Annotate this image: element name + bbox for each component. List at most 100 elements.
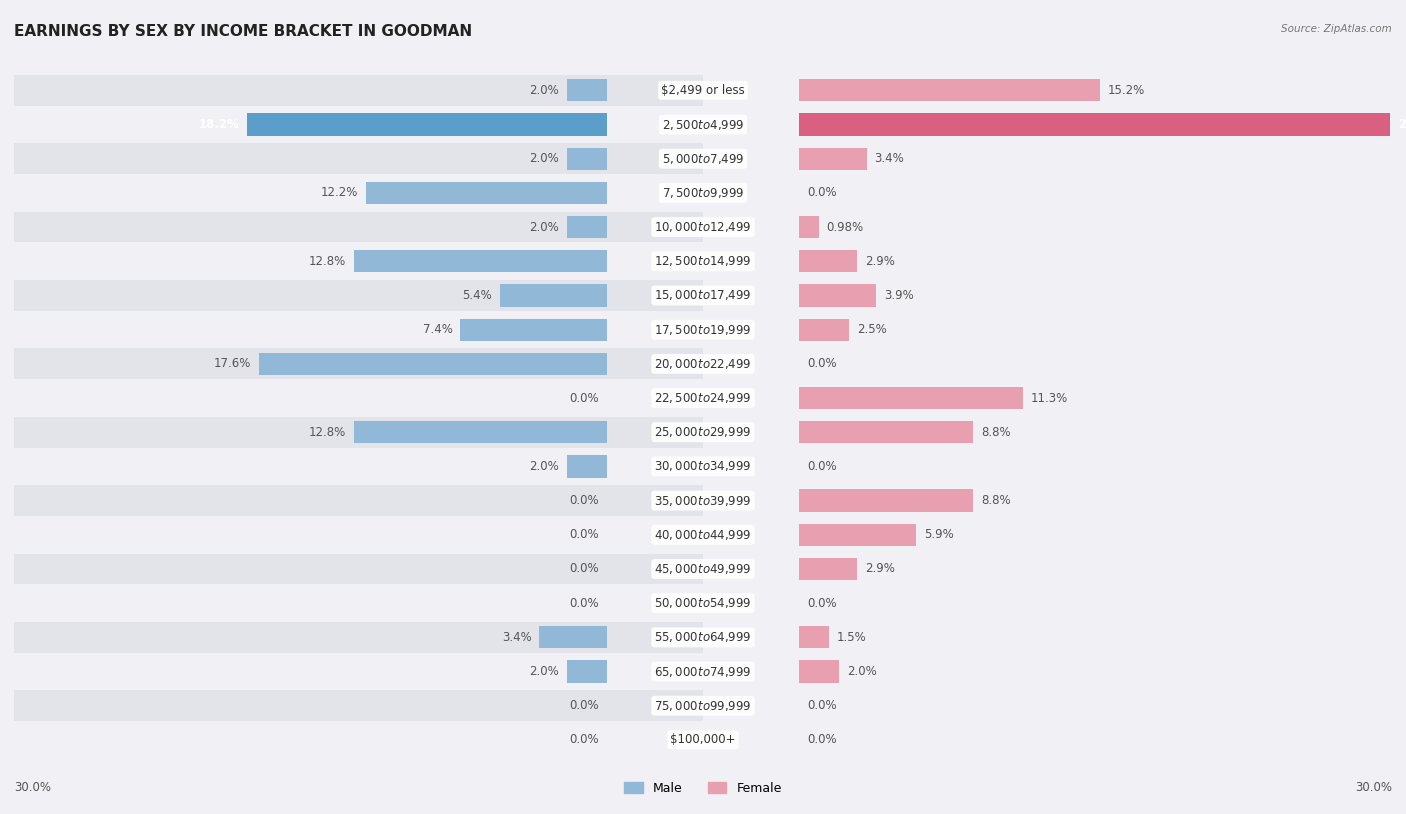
Bar: [0, 656, 606, 687]
Bar: [0, 246, 606, 277]
Text: $45,000 to $49,999: $45,000 to $49,999: [654, 562, 752, 576]
Text: $50,000 to $54,999: $50,000 to $54,999: [654, 596, 752, 610]
Text: Source: ZipAtlas.com: Source: ZipAtlas.com: [1281, 24, 1392, 34]
Bar: [0, 246, 703, 277]
Text: 29.9%: 29.9%: [1398, 118, 1406, 131]
Bar: [501, 284, 606, 307]
Bar: [540, 626, 606, 649]
Bar: [567, 79, 606, 102]
Text: 8.8%: 8.8%: [981, 426, 1011, 439]
Bar: [800, 421, 973, 444]
Text: 2.0%: 2.0%: [530, 221, 560, 234]
Bar: [0, 451, 800, 482]
Text: 0.0%: 0.0%: [807, 357, 837, 370]
Bar: [0, 690, 703, 721]
Bar: [0, 246, 800, 277]
Text: 0.0%: 0.0%: [569, 699, 599, 712]
Bar: [0, 588, 703, 619]
Bar: [247, 113, 606, 136]
Bar: [0, 314, 800, 345]
Text: 3.9%: 3.9%: [884, 289, 914, 302]
Bar: [800, 558, 856, 580]
Text: $17,500 to $19,999: $17,500 to $19,999: [654, 322, 752, 337]
Text: 1.5%: 1.5%: [837, 631, 866, 644]
Text: 0.0%: 0.0%: [807, 597, 837, 610]
Bar: [366, 182, 606, 204]
Bar: [0, 348, 606, 379]
Text: $30,000 to $34,999: $30,000 to $34,999: [654, 459, 752, 474]
Bar: [800, 216, 818, 239]
Bar: [0, 177, 606, 208]
Text: $12,500 to $14,999: $12,500 to $14,999: [654, 254, 752, 269]
Bar: [0, 588, 606, 619]
Bar: [800, 489, 973, 512]
Bar: [800, 113, 1391, 136]
Bar: [0, 109, 703, 140]
Bar: [0, 622, 800, 653]
Bar: [0, 519, 606, 550]
Bar: [0, 622, 703, 653]
Bar: [0, 554, 703, 584]
Text: $2,500 to $4,999: $2,500 to $4,999: [662, 117, 744, 132]
Bar: [0, 348, 800, 379]
Text: 0.0%: 0.0%: [569, 562, 599, 575]
Text: 0.0%: 0.0%: [569, 392, 599, 405]
Text: $55,000 to $64,999: $55,000 to $64,999: [654, 630, 752, 645]
Text: 0.0%: 0.0%: [569, 733, 599, 746]
Text: 2.0%: 2.0%: [530, 665, 560, 678]
Bar: [0, 588, 800, 619]
Bar: [0, 143, 800, 174]
Bar: [0, 75, 800, 106]
Bar: [567, 216, 606, 239]
Text: 30.0%: 30.0%: [1355, 781, 1392, 794]
Bar: [0, 280, 606, 311]
Text: $40,000 to $44,999: $40,000 to $44,999: [654, 527, 752, 542]
Text: 3.4%: 3.4%: [875, 152, 904, 165]
Bar: [0, 383, 800, 414]
Bar: [0, 451, 703, 482]
Text: 15.2%: 15.2%: [1108, 84, 1144, 97]
Bar: [0, 212, 703, 243]
Text: 2.9%: 2.9%: [865, 255, 894, 268]
Bar: [800, 250, 856, 273]
Text: 0.0%: 0.0%: [807, 733, 837, 746]
Bar: [0, 690, 800, 721]
Bar: [0, 485, 606, 516]
Text: $15,000 to $17,499: $15,000 to $17,499: [654, 288, 752, 303]
Bar: [800, 284, 876, 307]
Bar: [0, 519, 800, 550]
Bar: [0, 554, 800, 584]
Bar: [0, 314, 703, 345]
Bar: [0, 280, 703, 311]
Text: 0.0%: 0.0%: [807, 186, 837, 199]
Bar: [0, 724, 606, 755]
Text: 12.2%: 12.2%: [321, 186, 357, 199]
Text: 2.0%: 2.0%: [530, 84, 560, 97]
Text: 3.4%: 3.4%: [502, 631, 531, 644]
Bar: [0, 143, 606, 174]
Text: $25,000 to $29,999: $25,000 to $29,999: [654, 425, 752, 440]
Bar: [0, 383, 606, 414]
Bar: [0, 451, 606, 482]
Bar: [800, 79, 1099, 102]
Bar: [354, 250, 606, 273]
Text: 11.3%: 11.3%: [1031, 392, 1067, 405]
Bar: [567, 455, 606, 478]
Text: 8.8%: 8.8%: [981, 494, 1011, 507]
Bar: [0, 109, 800, 140]
Bar: [0, 417, 703, 448]
Text: 7.4%: 7.4%: [423, 323, 453, 336]
Text: $65,000 to $74,999: $65,000 to $74,999: [654, 664, 752, 679]
Bar: [0, 177, 703, 208]
Text: 0.0%: 0.0%: [569, 528, 599, 541]
Text: $22,500 to $24,999: $22,500 to $24,999: [654, 391, 752, 405]
Text: 0.0%: 0.0%: [807, 699, 837, 712]
Bar: [0, 656, 800, 687]
Text: 0.0%: 0.0%: [569, 494, 599, 507]
Text: 5.9%: 5.9%: [924, 528, 953, 541]
Bar: [0, 280, 800, 311]
Text: $2,499 or less: $2,499 or less: [661, 84, 745, 97]
Text: $5,000 to $7,499: $5,000 to $7,499: [662, 151, 744, 166]
Bar: [0, 109, 606, 140]
Bar: [0, 212, 606, 243]
